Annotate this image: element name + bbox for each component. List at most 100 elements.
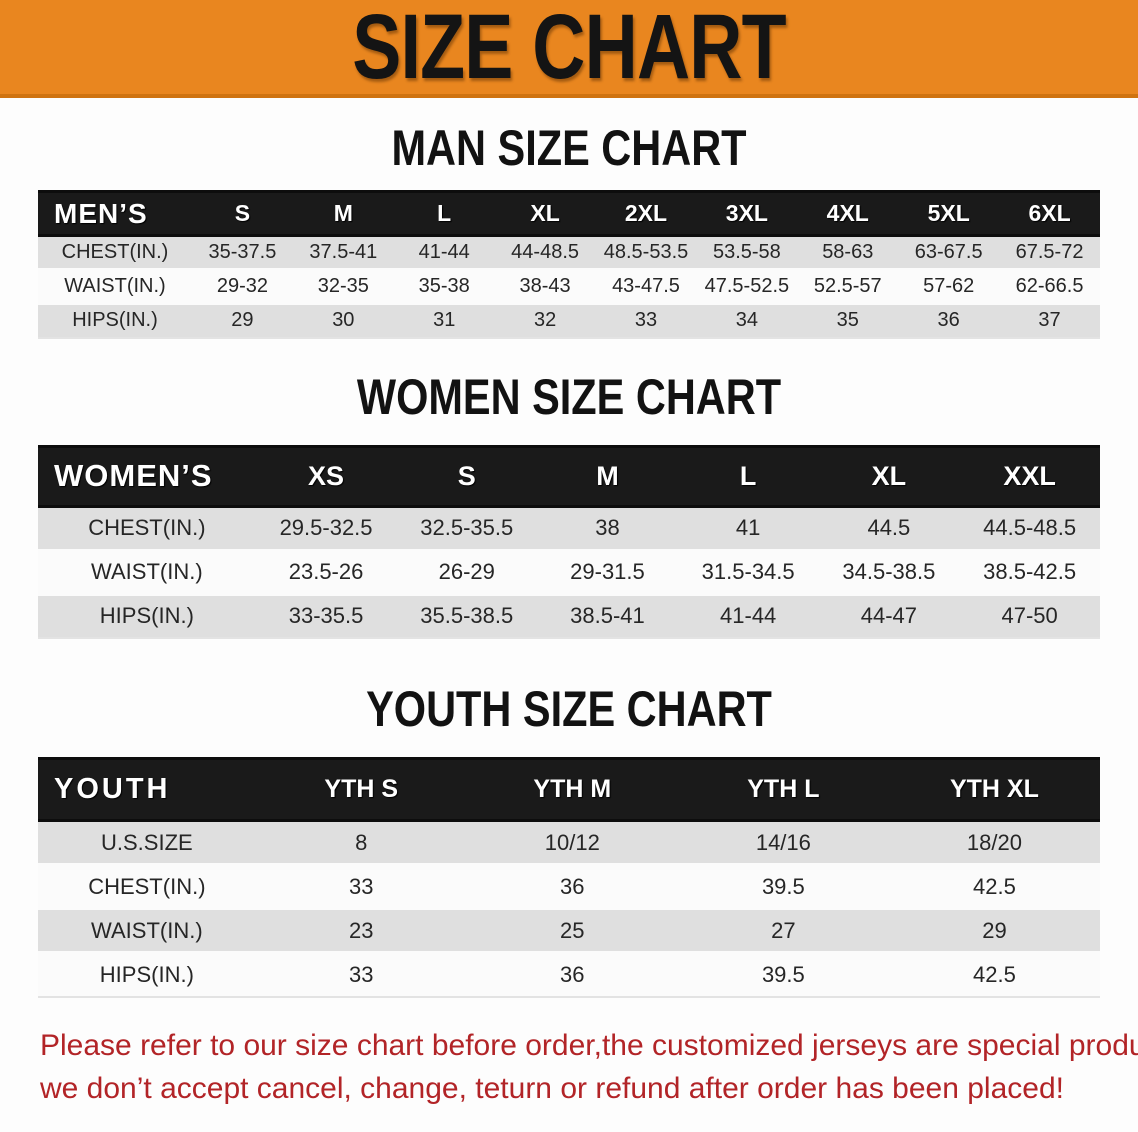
column-header: S bbox=[396, 444, 538, 508]
column-header: 4XL bbox=[797, 190, 899, 237]
men-section-heading: MAN SIZE CHART bbox=[391, 120, 747, 176]
table-cell: 36 bbox=[466, 864, 678, 909]
table-cell: 33 bbox=[595, 303, 697, 338]
men-size-table: MEN’S S M L XL 2XL 3XL 4XL 5XL 6XL CHEST… bbox=[38, 190, 1100, 339]
banner-title: SIZE CHART bbox=[352, 0, 786, 98]
table-cell: 38.5-41 bbox=[537, 594, 678, 638]
table-cell: 53.5-58 bbox=[696, 235, 798, 270]
table-cell: 44-47 bbox=[818, 594, 960, 638]
column-header: 2XL bbox=[595, 190, 697, 237]
table-row: HIPS(IN.) 33-35.5 35.5-38.5 38.5-41 41-4… bbox=[38, 594, 1100, 638]
column-header: YTH S bbox=[255, 757, 467, 822]
column-header: M bbox=[292, 190, 394, 237]
table-cell: 47.5-52.5 bbox=[696, 269, 798, 304]
column-header: S bbox=[191, 190, 293, 237]
men-group-label: MEN’S bbox=[38, 190, 192, 237]
banner: SIZE CHART bbox=[0, 0, 1138, 98]
table-cell: 33-35.5 bbox=[255, 594, 397, 638]
table-row: CHEST(IN.) 29.5-32.5 32.5-35.5 38 41 44.… bbox=[38, 506, 1100, 550]
row-label: HIPS(IN.) bbox=[38, 594, 256, 638]
table-cell: 67.5-72 bbox=[999, 235, 1100, 270]
table-cell: 29-31.5 bbox=[537, 550, 678, 594]
table-cell: 29 bbox=[191, 303, 293, 338]
women-size-table: WOMEN’S XS S M L XL XXL CHEST(IN.) 29.5-… bbox=[38, 444, 1100, 640]
table-cell: 44-48.5 bbox=[494, 235, 596, 270]
row-label: HIPS(IN.) bbox=[38, 952, 256, 997]
table-cell: 36 bbox=[898, 303, 1000, 338]
table-row: WAIST(IN.) 23 25 27 29 bbox=[38, 908, 1100, 953]
table-cell: 14/16 bbox=[677, 820, 889, 865]
table-cell: 57-62 bbox=[898, 269, 1000, 304]
table-cell: 34 bbox=[696, 303, 798, 338]
table-cell: 35-38 bbox=[393, 269, 495, 304]
table-cell: 63-67.5 bbox=[898, 235, 1000, 270]
table-cell: 44.5-48.5 bbox=[959, 506, 1100, 550]
table-row: HIPS(IN.) 29 30 31 32 33 34 35 36 37 bbox=[38, 303, 1100, 338]
table-cell: 39.5 bbox=[677, 864, 889, 909]
row-label: WAIST(IN.) bbox=[38, 269, 192, 304]
table-cell: 29 bbox=[888, 908, 1100, 953]
column-header: M bbox=[537, 444, 678, 508]
table-cell: 33 bbox=[255, 864, 467, 909]
table-cell: 38-43 bbox=[494, 269, 596, 304]
table-row: CHEST(IN.) 35-37.5 37.5-41 41-44 44-48.5… bbox=[38, 235, 1100, 270]
column-header: L bbox=[393, 190, 495, 237]
table-cell: 32 bbox=[494, 303, 596, 338]
column-header: 5XL bbox=[898, 190, 1000, 237]
table-row: CHEST(IN.) 33 36 39.5 42.5 bbox=[38, 864, 1100, 909]
disclaimer-line-2: we don’t accept cancel, change, teturn o… bbox=[40, 1072, 1064, 1105]
disclaimer: Please refer to our size chart before or… bbox=[40, 1024, 1138, 1111]
table-cell: 39.5 bbox=[677, 952, 889, 997]
column-header: XS bbox=[255, 444, 397, 508]
men-header-row: MEN’S S M L XL 2XL 3XL 4XL 5XL 6XL bbox=[38, 190, 1100, 237]
row-label: U.S.SIZE bbox=[38, 820, 256, 865]
table-cell: 29.5-32.5 bbox=[255, 506, 397, 550]
table-cell: 41 bbox=[677, 506, 819, 550]
column-header: XXL bbox=[959, 444, 1100, 508]
youth-section-heading: YOUTH SIZE CHART bbox=[366, 681, 772, 737]
column-header: 6XL bbox=[999, 190, 1100, 237]
row-label: CHEST(IN.) bbox=[38, 235, 192, 270]
youth-group-label: YOUTH bbox=[38, 757, 256, 822]
table-cell: 42.5 bbox=[888, 864, 1100, 909]
row-label: WAIST(IN.) bbox=[38, 908, 256, 953]
table-cell: 33 bbox=[255, 952, 467, 997]
table-cell: 31 bbox=[393, 303, 495, 338]
column-header: YTH XL bbox=[888, 757, 1100, 822]
row-label: CHEST(IN.) bbox=[38, 506, 256, 550]
disclaimer-line-1: Please refer to our size chart before or… bbox=[40, 1028, 1138, 1062]
table-cell: 32.5-35.5 bbox=[396, 506, 538, 550]
column-header: XL bbox=[818, 444, 960, 508]
row-label: WAIST(IN.) bbox=[38, 550, 256, 594]
table-cell: 31.5-34.5 bbox=[677, 550, 819, 594]
table-cell: 34.5-38.5 bbox=[818, 550, 960, 594]
table-cell: 27 bbox=[677, 908, 889, 953]
table-cell: 26-29 bbox=[396, 550, 538, 594]
table-cell: 35.5-38.5 bbox=[396, 594, 538, 638]
table-cell: 18/20 bbox=[888, 820, 1100, 865]
table-cell: 37.5-41 bbox=[292, 235, 394, 270]
table-cell: 38 bbox=[537, 506, 678, 550]
table-cell: 23.5-26 bbox=[255, 550, 397, 594]
table-cell: 58-63 bbox=[797, 235, 899, 270]
column-header: YTH L bbox=[677, 757, 889, 822]
table-cell: 35-37.5 bbox=[191, 235, 293, 270]
table-cell: 35 bbox=[797, 303, 899, 338]
table-cell: 62-66.5 bbox=[999, 269, 1100, 304]
column-header: XL bbox=[494, 190, 596, 237]
table-cell: 52.5-57 bbox=[797, 269, 899, 304]
table-cell: 47-50 bbox=[959, 594, 1100, 638]
table-row: HIPS(IN.) 33 36 39.5 42.5 bbox=[38, 952, 1100, 997]
table-row: WAIST(IN.) 23.5-26 26-29 29-31.5 31.5-34… bbox=[38, 550, 1100, 594]
table-cell: 42.5 bbox=[888, 952, 1100, 997]
table-row: U.S.SIZE 8 10/12 14/16 18/20 bbox=[38, 820, 1100, 865]
table-cell: 25 bbox=[466, 908, 678, 953]
table-cell: 36 bbox=[466, 952, 678, 997]
women-group-label: WOMEN’S bbox=[38, 444, 256, 508]
table-cell: 41-44 bbox=[677, 594, 819, 638]
table-row: WAIST(IN.) 29-32 32-35 35-38 38-43 43-47… bbox=[38, 269, 1100, 304]
column-header: 3XL bbox=[696, 190, 798, 237]
table-cell: 41-44 bbox=[393, 235, 495, 270]
women-section-heading: WOMEN SIZE CHART bbox=[356, 368, 782, 425]
